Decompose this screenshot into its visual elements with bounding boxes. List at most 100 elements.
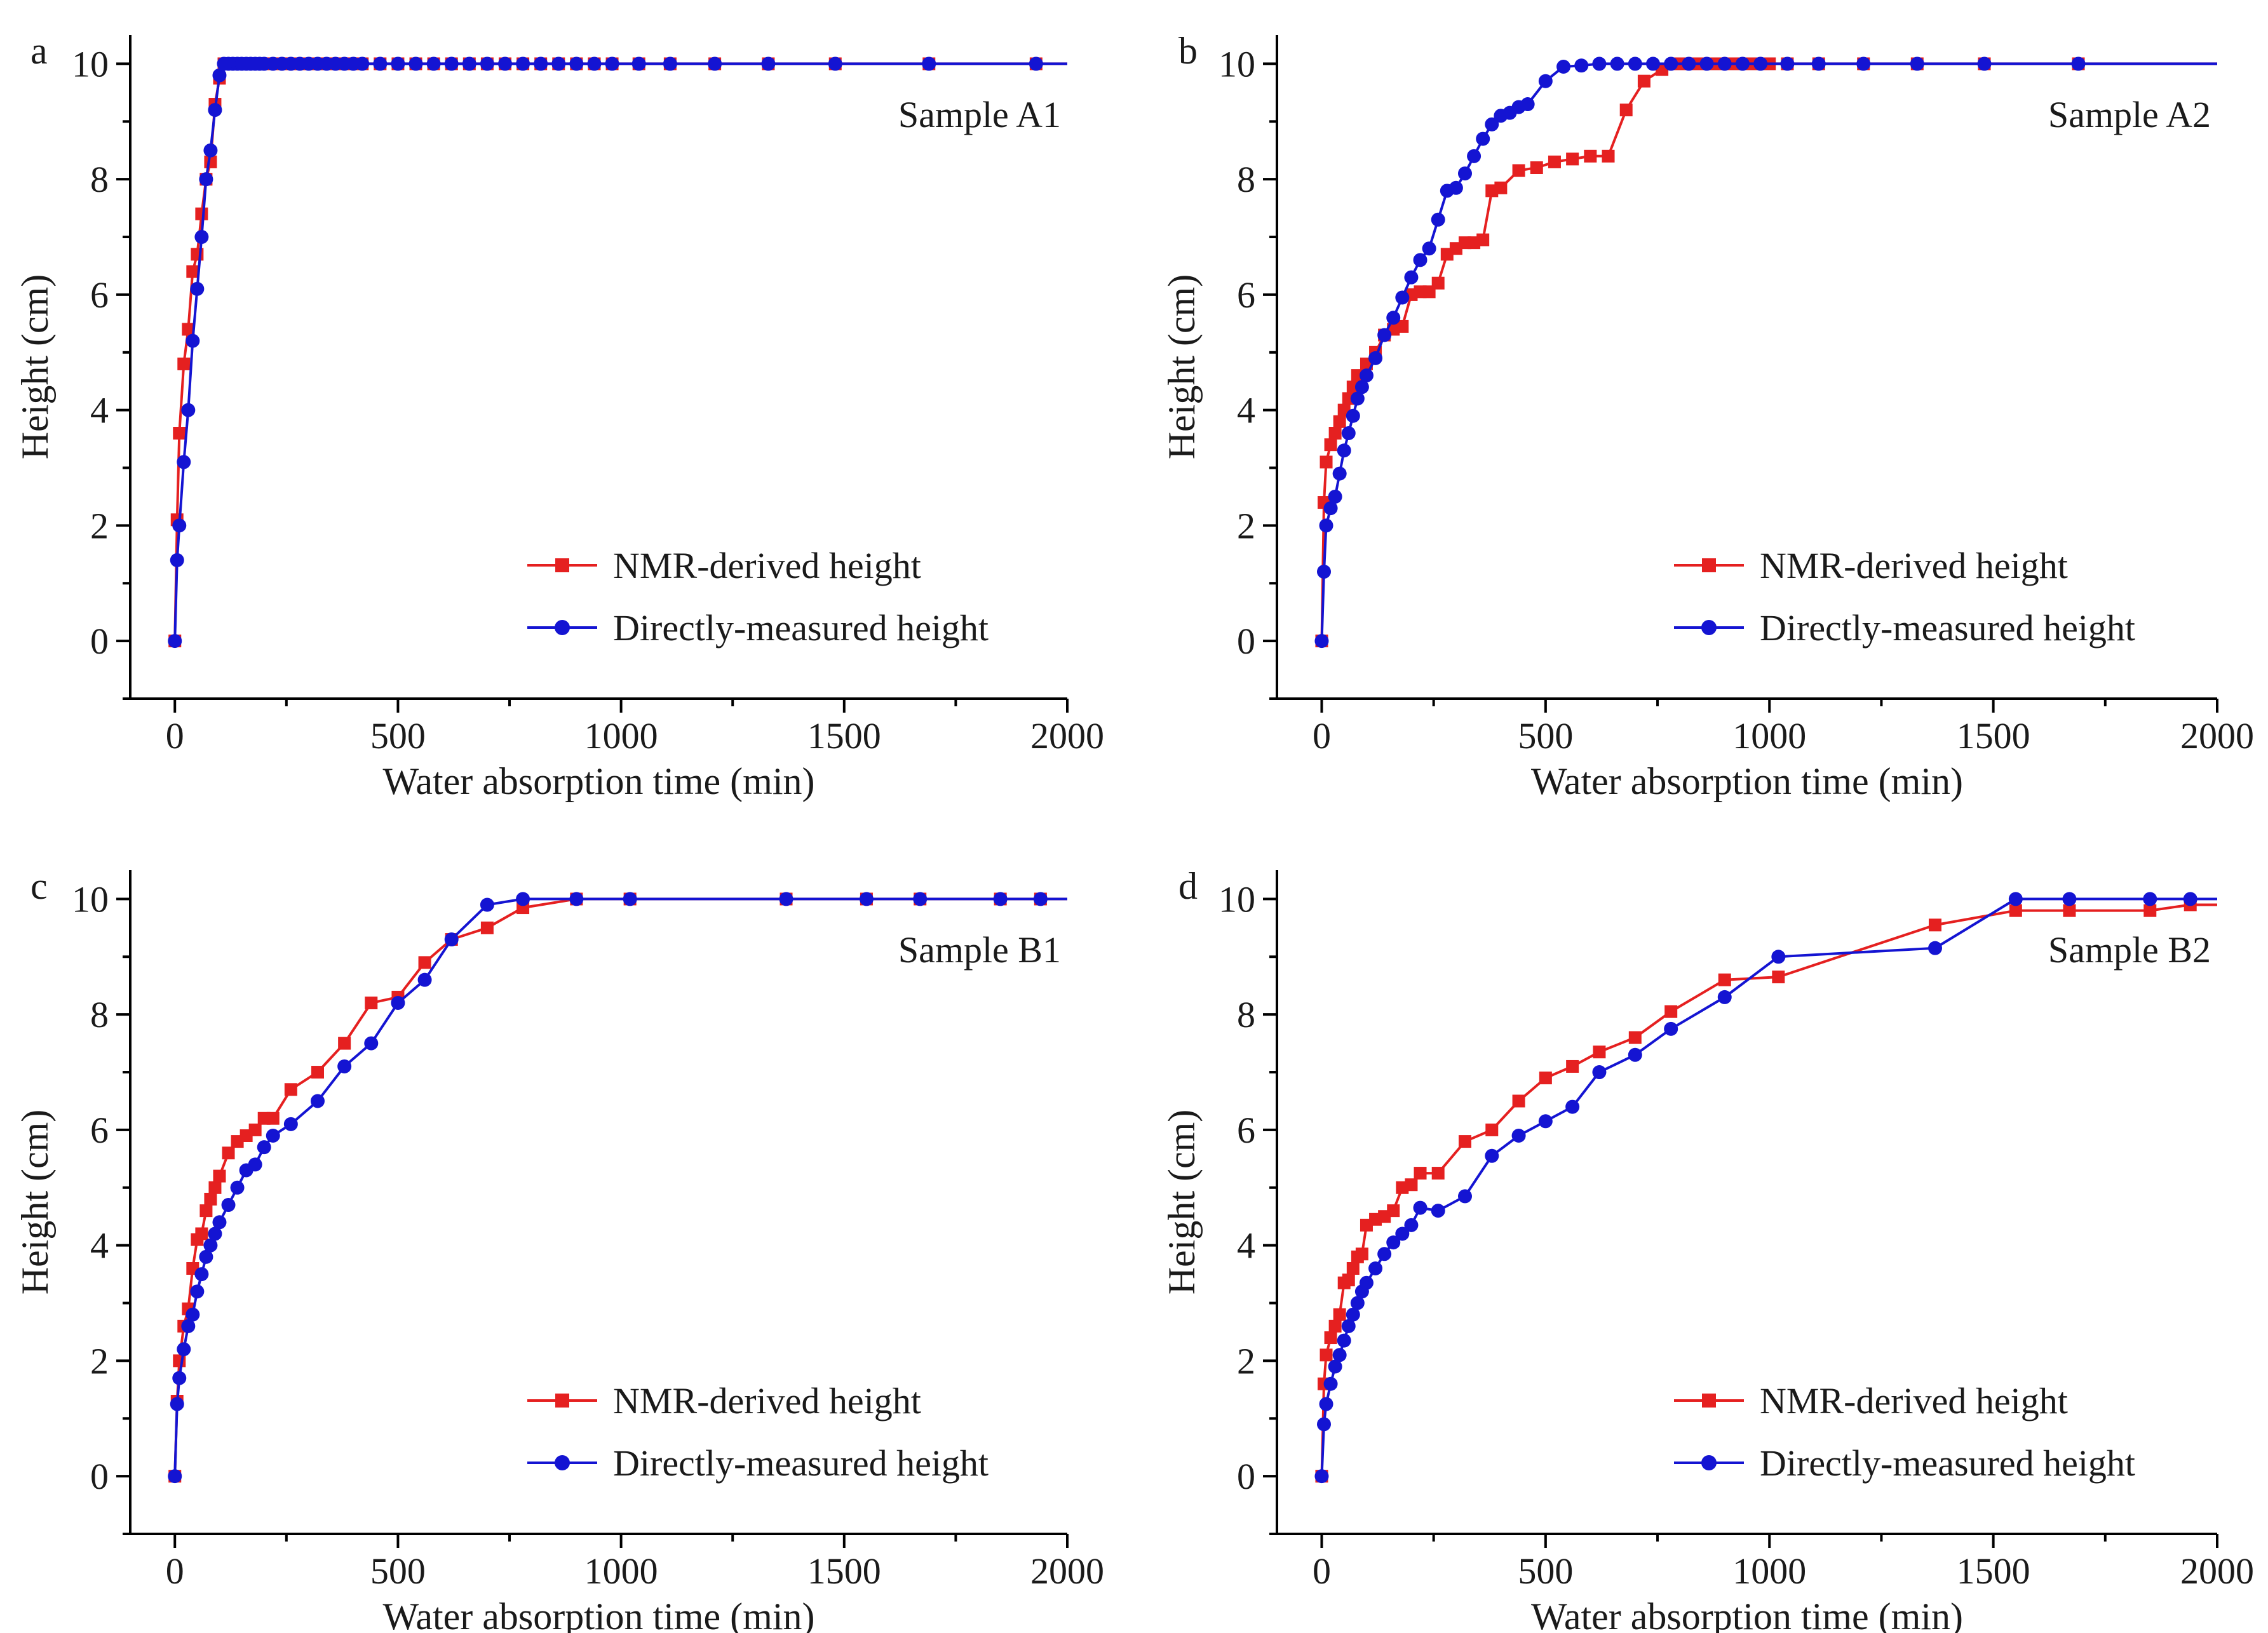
data-point-square (1328, 427, 1342, 440)
x-tick-label: 1500 (807, 1550, 881, 1592)
x-tick-label: 0 (1313, 1550, 1331, 1592)
data-point-square (1584, 149, 1597, 163)
data-point-circle (257, 1140, 271, 1155)
data-point-circle (417, 972, 432, 987)
data-point-square (1593, 1045, 1606, 1059)
x-tick-label: 0 (1313, 715, 1331, 756)
data-point-circle (1341, 1319, 1356, 1333)
data-point-square (365, 997, 378, 1009)
y-tick-label: 6 (1237, 274, 1255, 316)
data-point-square (1355, 1247, 1368, 1261)
data-point-circle (168, 634, 182, 648)
data-point-circle (1337, 443, 1351, 458)
data-point-circle (194, 230, 209, 245)
data-point-circle (1317, 565, 1331, 579)
data-point-square (1320, 455, 1333, 469)
data-point-square (177, 357, 191, 370)
x-tick-label: 1500 (807, 715, 881, 756)
data-point-square (1414, 1167, 1427, 1180)
x-axis-label: Water absorption time (min) (1531, 760, 1963, 802)
panel-letter: a (30, 30, 48, 72)
data-point-square (208, 1181, 222, 1194)
data-point-circle (1328, 1359, 1342, 1374)
data-point-circle (1395, 290, 1410, 305)
data-point-circle (1476, 131, 1490, 146)
data-point-square (1320, 1348, 1333, 1362)
data-point-square (248, 1123, 262, 1136)
data-point-square (195, 207, 208, 220)
data-point-circle (186, 1307, 200, 1322)
y-tick-label: 4 (90, 390, 109, 431)
data-point-circle (1467, 149, 1482, 163)
data-point-circle (337, 1059, 352, 1073)
data-point-square (182, 323, 195, 336)
legend: NMR-derived height Directly-measured heig… (1674, 545, 2135, 648)
data-point-circle (203, 1238, 218, 1253)
data-point-square (1333, 1308, 1346, 1321)
data-point-square (1628, 1031, 1642, 1044)
data-point-circle (1314, 1469, 1329, 1484)
data-point-square (204, 1192, 217, 1206)
data-point-square (213, 1169, 226, 1183)
legend-entry-label: Directly-measured height (1760, 607, 2135, 648)
data-point-square (1602, 149, 1615, 163)
data-point-circle (221, 1198, 236, 1213)
data-point-circle (1341, 426, 1356, 440)
data-point-circle (168, 1469, 182, 1484)
legend-marker-circle (1701, 620, 1717, 635)
data-point-circle (1538, 74, 1553, 88)
data-point-circle (480, 57, 494, 71)
y-tick-label: 6 (90, 274, 109, 316)
chart-panel-a: 0 500 1000 1500 2000 0 2 4 6 8 10 Water absorption … (14, 30, 1104, 802)
data-point-circle (623, 892, 637, 906)
data-point-square (1637, 74, 1650, 88)
y-tick-label: 0 (1237, 621, 1255, 662)
data-point-square (1324, 438, 1337, 452)
data-point-circle (761, 57, 776, 71)
legend-marker-circle (1701, 1455, 1717, 1470)
data-point-circle (444, 932, 459, 947)
data-point-circle (1458, 1189, 1472, 1204)
legend-entry-label: Directly-measured height (613, 1442, 989, 1484)
y-axis-label: Height (cm) (14, 1110, 56, 1295)
data-point-circle (993, 892, 1008, 906)
legend: NMR-derived height Directly-measured heig… (527, 1380, 989, 1484)
panel-letter: c (30, 865, 48, 907)
data-point-square (1539, 1072, 1552, 1085)
legend-entry-label: NMR-derived height (613, 1380, 921, 1421)
data-point-circle (283, 1117, 298, 1131)
data-point-circle (913, 892, 928, 906)
y-tick-label: 0 (90, 1456, 109, 1497)
data-point-square (338, 1037, 351, 1050)
data-point-square (1405, 1178, 1418, 1192)
data-point-square (1342, 1273, 1355, 1287)
data-point-circle (1422, 241, 1436, 256)
data-point-circle (177, 455, 191, 469)
legend-entry-label: Directly-measured height (613, 607, 989, 648)
data-point-circle (1574, 58, 1589, 73)
y-tick-label: 10 (1218, 878, 1255, 920)
data-point-circle (516, 892, 530, 906)
y-tick-label: 8 (1237, 994, 1255, 1035)
data-point-circle (859, 892, 874, 906)
x-tick-label: 0 (166, 1550, 184, 1592)
sample-label: Sample A2 (2048, 94, 2211, 135)
data-point-circle (551, 57, 566, 71)
data-point-square (266, 1112, 280, 1125)
data-point-circle (1856, 57, 1871, 71)
data-point-square (1619, 104, 1633, 117)
x-tick-label: 500 (1518, 715, 1573, 756)
data-point-circle (1780, 57, 1795, 71)
data-point-circle (2183, 892, 2197, 906)
y-tick-label: 8 (90, 994, 109, 1035)
data-point-circle (922, 57, 936, 71)
x-tick-label: 1000 (1732, 715, 1806, 756)
data-point-circle (1359, 368, 1374, 383)
data-point-circle (1458, 166, 1472, 181)
legend-marker-circle (555, 1455, 570, 1470)
data-point-circle (355, 57, 370, 71)
y-tick-label: 8 (1237, 159, 1255, 200)
x-tick-label: 1500 (1957, 1550, 2030, 1592)
legend-entry-label: NMR-derived height (1760, 545, 2068, 586)
